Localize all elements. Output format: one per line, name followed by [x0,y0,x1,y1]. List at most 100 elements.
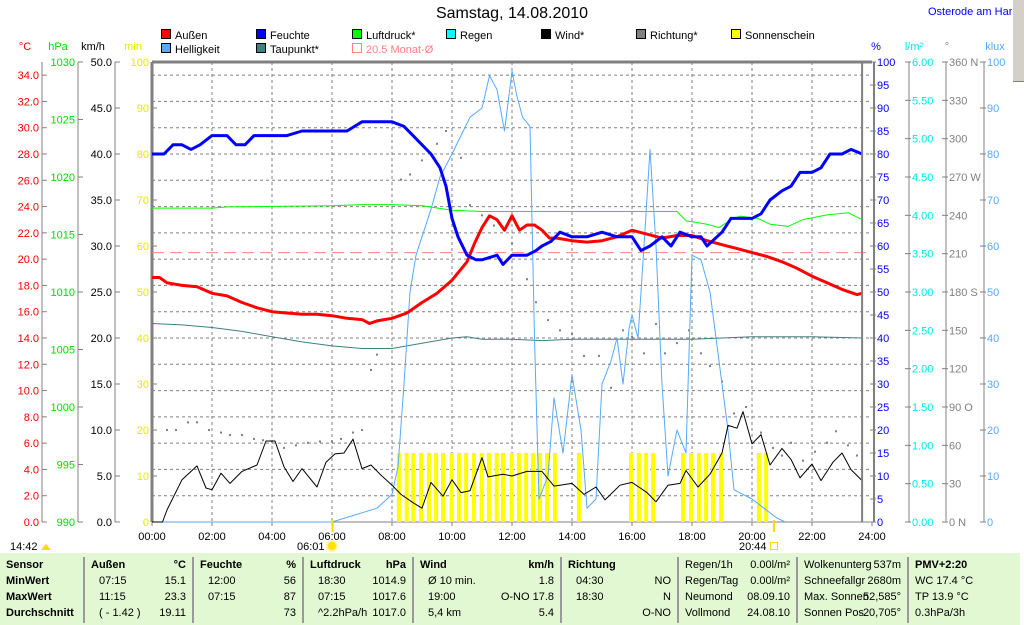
direction-point [400,178,402,181]
legend-swatch [636,29,646,39]
klux-tick-label: 60 [987,241,999,253]
direction-point [655,322,657,325]
stats-label: Vollmond [685,607,731,619]
stats-label: Feuchte [200,559,243,571]
stats-row: 07:15 87 [200,589,296,605]
degree-tick-label: 90 O [949,402,973,414]
degree-tick-label: 300 [949,134,967,146]
direction-point [445,130,447,132]
direction-point [511,242,513,245]
stats-label: Außen [91,559,126,571]
kmh-tick-label: 5.0 [97,471,112,483]
stats-label: Wind [420,559,447,571]
kmh-axis-unit: km/h [81,41,105,53]
rain-tick-label: 4.00 [912,210,933,222]
stats-value: NO [654,575,672,587]
stats-row: 73 [200,605,296,621]
sunshine-bar [419,453,424,522]
hpa-tick-label: 1010 [51,287,75,299]
rain-axis-unit: l/m² [905,41,924,53]
direction-point [760,431,762,434]
sunshine-bar [464,453,469,522]
direction-point [361,429,363,431]
celsius-tick-label: 6.0 [24,438,39,450]
stats-value: 5.4 [538,607,554,619]
stats-row: Ø 10 min. 1.8 [420,573,554,589]
sunshine-bar [441,453,445,522]
legend-label: Wind* [555,30,585,42]
stats-row: O-NO [568,605,671,621]
legend-label: Regen [460,30,492,42]
series-line-feuchte [152,120,863,266]
sunshine-bar [651,453,655,522]
celsius-tick-label: 4.0 [24,464,39,476]
sunshine-bar [704,453,709,522]
stats-header: Richtung [568,557,671,573]
percent-tick-label: 45 [877,310,889,322]
hpa-tick-label: 1030 [51,57,75,69]
sunrise-icon [327,542,336,550]
legend-swatch [731,29,741,39]
degree-tick-label: 330 [949,95,967,107]
direction-point [610,386,612,389]
percent-tick-label: 100 [877,57,895,69]
percent-tick-label: 80 [877,149,889,161]
rain-tick-label: 3.50 [912,249,933,261]
x-tick-label: 16:00 [618,531,646,543]
direction-point [643,352,645,355]
direction-point [526,278,528,281]
stats-value: 0.00l/m² [750,559,790,571]
percent-tick-label: 75 [877,172,889,184]
stats-row: 19:00 O-NO 17.8 [420,589,554,605]
stats-value: O-NO 17.8 [500,591,554,603]
rain-tick-label: 5.50 [912,95,933,107]
stats-row: Regen/1h 0.00l/m² [685,557,790,573]
stats-label: Durchschnitt [6,607,74,619]
kmh-tick-label: 25.0 [91,287,112,299]
stats-header: Sensor [6,557,75,573]
rain-tick-label: 2.00 [912,364,933,376]
stats-value: 1.8 [538,575,554,587]
legend-label: Richtung* [650,30,698,42]
direction-point [559,329,561,332]
rain-tick-label: 4.50 [912,172,933,184]
direction-point [781,454,783,457]
stats-value: °C [173,559,186,571]
stats-value: O-NO [642,607,671,619]
sunshine-bar [552,453,557,522]
x-tick-label: 04:00 [258,531,286,543]
stats-value: 1017.6 [372,591,406,603]
sunrise-event: 06:01 [297,541,336,553]
stats-column: Wolkenunterg 537m Schneefallgr 2680m Max. So… [796,557,907,623]
sunshine-bar [471,453,476,522]
direction-point [352,431,354,434]
sunset-icon [769,542,778,550]
rain-tick-label: 1.50 [912,402,933,414]
direction-point [745,406,747,408]
min-tick-label: 70 [137,195,149,207]
x-tick-label: 10:00 [438,531,466,543]
sunshine-bar [537,453,542,522]
percent-tick-label: 5 [877,494,883,506]
scrollbar-thumb[interactable] [1012,0,1024,82]
sunshine-bar [449,453,454,522]
sunset-event: 20:44 [739,541,778,553]
degree-tick-label: 360 N [949,57,978,69]
sunshine-bar [689,453,694,522]
direction-point [631,335,633,338]
stats-label: 11:15 [99,591,126,603]
celsius-tick-label: 30.0 [18,123,39,135]
min-tick-label: 40 [137,333,149,345]
direction-point [664,352,666,355]
stats-value: 52,585° [862,591,901,603]
klux-tick-label: 50 [987,287,999,299]
degree-tick-label: 150 [949,325,967,337]
percent-tick-label: 85 [877,126,889,138]
direction-point [262,439,264,442]
kmh-tick-label: 40.0 [91,149,112,161]
celsius-tick-label: 8.0 [24,412,39,424]
stats-value: 537m [873,559,901,571]
klux-tick-label: 40 [987,333,999,345]
stats-row: 5,4 km 5.4 [420,605,554,621]
degree-tick-label: 60 [949,440,961,452]
